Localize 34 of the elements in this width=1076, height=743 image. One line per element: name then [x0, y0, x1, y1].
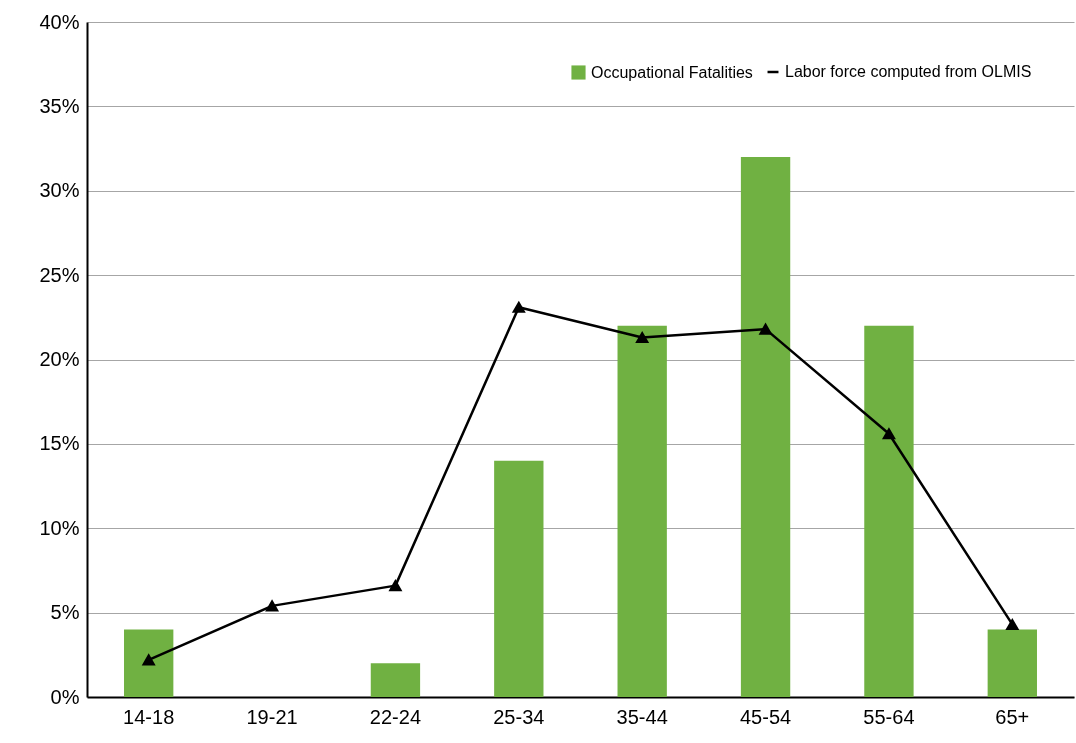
x-tick-label: 14-18 — [123, 705, 175, 728]
point — [265, 600, 279, 612]
legend-label: Labor force computed from OLMIS — [785, 63, 1032, 80]
x-tick-label: 55-64 — [863, 705, 915, 728]
y-tick-label: 25% — [39, 263, 80, 286]
y-tick-label: 10% — [39, 516, 80, 539]
bar — [987, 629, 1037, 697]
legend-label: Occupational Fatalities — [591, 63, 753, 81]
bar — [864, 325, 914, 697]
point — [389, 580, 402, 592]
bar — [740, 157, 791, 697]
point — [635, 332, 649, 344]
point — [1006, 618, 1019, 630]
point — [759, 323, 772, 335]
x-tick-label: 25-34 — [493, 705, 545, 728]
x-tick-label: 45-54 — [739, 705, 792, 728]
bar — [124, 629, 174, 697]
x-tick-label: 35-44 — [616, 705, 668, 728]
x-tick-label: 22-24 — [369, 705, 422, 728]
y-tick-label: 20% — [39, 348, 80, 370]
y-tick-label: 40% — [39, 10, 80, 33]
bar — [617, 325, 667, 697]
y-tick-label: 30% — [39, 179, 80, 202]
x-tick-label: 19-21 — [246, 705, 298, 728]
bar — [370, 663, 421, 697]
y-tick-label: 35% — [39, 94, 80, 117]
y-tick-label: 15% — [39, 432, 80, 455]
bar — [494, 460, 544, 697]
y-tick-label: 0% — [50, 685, 80, 708]
point — [512, 301, 526, 313]
y-tick-label: 5% — [50, 601, 80, 624]
point — [142, 654, 155, 666]
x-tick-label: 65+ — [995, 705, 1030, 728]
point — [882, 428, 896, 440]
